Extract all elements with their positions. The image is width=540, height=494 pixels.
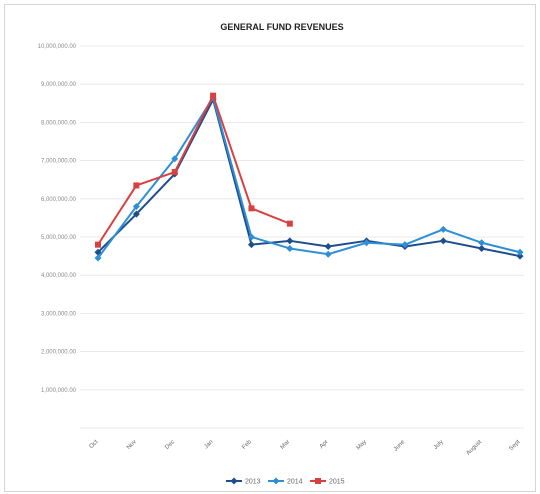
series-line-2015 xyxy=(97,94,291,246)
data-point xyxy=(132,210,140,218)
x-tick-label: May xyxy=(356,439,368,451)
legend-label: 2015 xyxy=(329,479,345,486)
data-point xyxy=(247,233,255,241)
x-tick-label: Feb xyxy=(241,439,253,451)
data-point xyxy=(324,243,332,251)
x-tick-label: Oct xyxy=(89,439,100,450)
data-point xyxy=(478,239,486,247)
x-tick-label: July xyxy=(433,439,445,451)
y-tick-label: 4,000,000.00 xyxy=(41,273,77,279)
y-tick-label: 3,000,000.00 xyxy=(41,311,77,317)
data-point xyxy=(286,244,294,252)
data-point xyxy=(324,250,332,258)
y-tick-label: 1,000,000.00 xyxy=(41,388,77,394)
chart-frame xyxy=(4,4,536,492)
data-point xyxy=(516,252,524,260)
legend-label: 2013 xyxy=(245,479,261,486)
legend-marker xyxy=(315,478,321,484)
y-tick-label: 10,000,000.00 xyxy=(38,44,77,50)
chart-title: GENERAL FUND REVENUES xyxy=(220,22,343,32)
data-point xyxy=(210,92,217,99)
x-tick-label: Dec xyxy=(164,439,176,451)
legend-item-2014: 2014 xyxy=(268,477,303,486)
series-line-2014 xyxy=(97,96,521,259)
data-point xyxy=(248,205,255,212)
data-point xyxy=(247,241,255,249)
legend-item-2015: 2015 xyxy=(310,478,345,486)
legend-item-2013: 2013 xyxy=(226,477,261,486)
y-tick-label: 7,000,000.00 xyxy=(41,159,77,165)
y-tick-label: 5,000,000.00 xyxy=(41,235,77,241)
y-tick-label: 8,000,000.00 xyxy=(41,120,77,126)
data-point xyxy=(171,155,179,163)
data-point xyxy=(516,248,524,256)
data-point xyxy=(439,225,447,233)
series-line-2013 xyxy=(97,98,521,258)
legend-label: 2014 xyxy=(287,479,303,486)
x-tick-label: August xyxy=(466,439,484,457)
data-point xyxy=(478,244,486,252)
x-tick-label: Sept xyxy=(508,439,521,452)
legend-marker xyxy=(230,477,238,485)
x-tick-label: Mar xyxy=(280,439,292,451)
y-axis-ticks: 1,000,000.00 2,000,000.00 3,000,000.00 4,00… xyxy=(38,44,77,394)
data-point xyxy=(286,237,294,245)
x-tick-label: Apr xyxy=(319,439,330,450)
data-point xyxy=(363,239,371,247)
data-point xyxy=(95,241,101,248)
x-tick-label: June xyxy=(393,439,407,453)
data-point xyxy=(171,169,178,176)
data-point xyxy=(94,254,102,262)
x-tick-label: Nov xyxy=(126,439,138,451)
y-tick-label: 9,000,000.00 xyxy=(41,82,77,88)
data-point xyxy=(401,241,409,249)
data-point xyxy=(439,237,447,245)
y-tick-label: 6,000,000.00 xyxy=(41,197,77,203)
x-axis-ticks: Oct Nov Dec Jan Feb Mar Apr May June July August Se… xyxy=(89,439,522,457)
legend-marker xyxy=(272,477,280,485)
legend: 2013 2014 2015 xyxy=(226,477,345,486)
x-tick-label: Jan xyxy=(203,439,214,450)
y-tick-label: 2,000,000.00 xyxy=(41,350,77,356)
gridlines xyxy=(80,45,524,429)
series-lines xyxy=(94,92,524,262)
data-point xyxy=(132,202,140,210)
data-point xyxy=(133,182,140,189)
data-point xyxy=(286,220,293,227)
